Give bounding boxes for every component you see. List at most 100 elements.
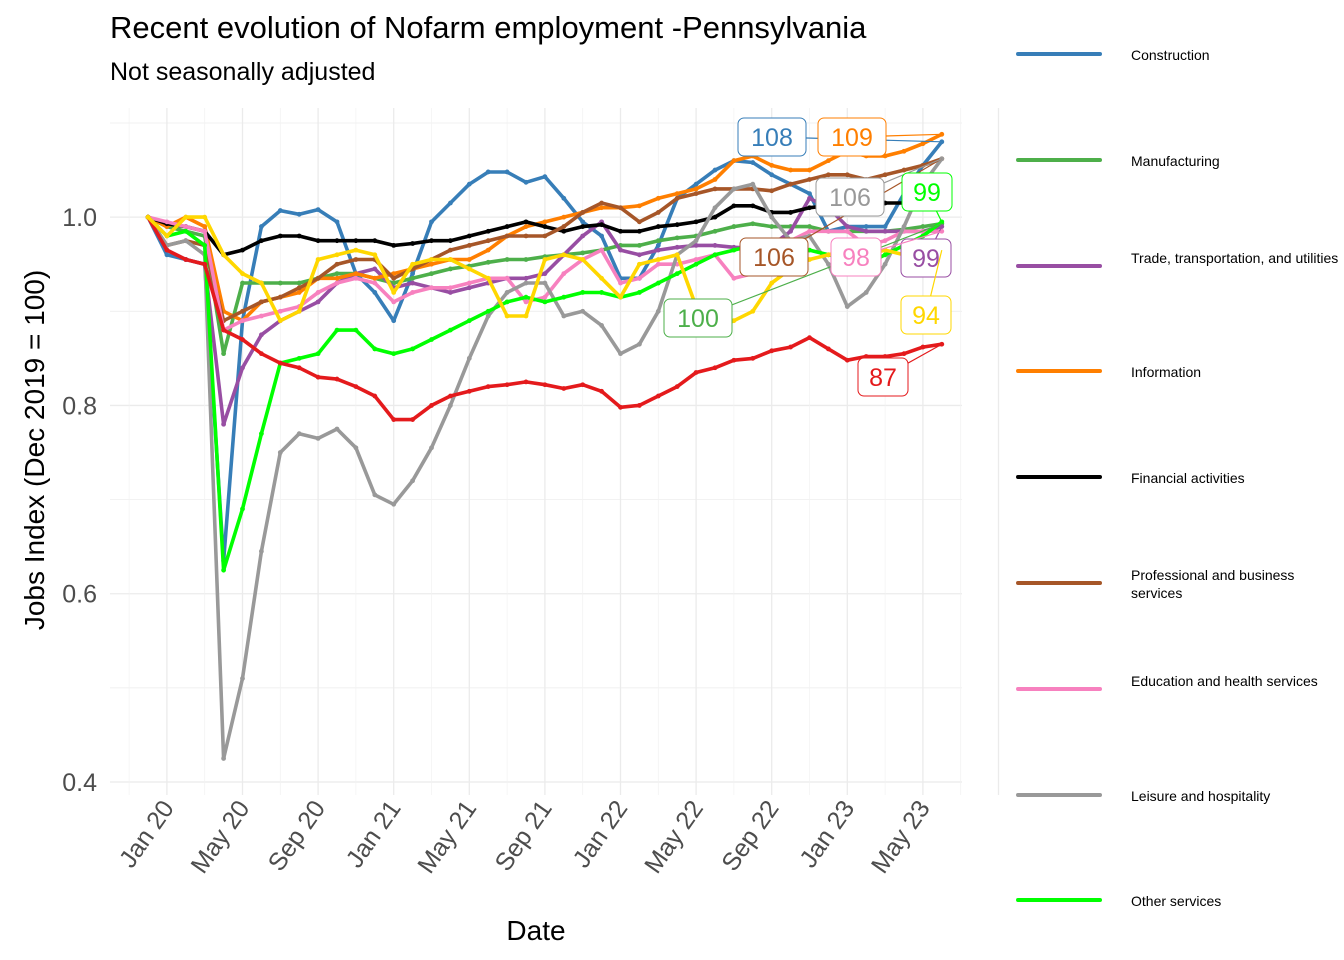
y-axis-title: Jobs Index (Dec 2019 = 100): [19, 270, 50, 630]
data-point: [712, 214, 718, 220]
data-point: [637, 252, 642, 258]
data-point: [429, 403, 434, 408]
legend-label: Financial activities: [1131, 470, 1245, 487]
data-point: [410, 478, 415, 484]
data-point: [259, 431, 264, 437]
legend-swatch: [1016, 475, 1102, 480]
data-point: [580, 308, 586, 314]
data-point: [296, 211, 302, 217]
data-point: [240, 318, 245, 324]
data-point: [788, 167, 793, 173]
data-point: [655, 238, 661, 244]
data-point: [353, 247, 359, 253]
data-point: [523, 224, 529, 229]
data-point: [637, 228, 642, 234]
data-point: [655, 242, 661, 248]
data-point: [542, 382, 548, 388]
data-point: [429, 261, 434, 267]
data-point: [504, 299, 510, 305]
legend-item: Trade, transportation, and utilities: [1010, 236, 1344, 296]
data-point: [750, 308, 756, 314]
data-point: [315, 299, 321, 305]
data-point: [599, 200, 604, 206]
data-point: [183, 214, 189, 220]
data-point: [882, 261, 888, 267]
data-point: [788, 344, 793, 350]
data-point: [372, 492, 378, 498]
data-point: [221, 327, 227, 333]
data-point: [240, 506, 245, 512]
data-point: [807, 177, 812, 182]
data-point: [618, 351, 623, 357]
end-label-box: [900, 238, 952, 278]
legend-swatch: [1016, 52, 1102, 56]
data-point: [542, 174, 548, 180]
data-point: [296, 280, 302, 286]
data-point: [429, 219, 434, 225]
x-tick-label: Sep 22: [716, 795, 784, 876]
data-point: [561, 228, 567, 234]
data-point: [240, 365, 245, 371]
data-point: [277, 450, 283, 455]
data-point: [277, 233, 283, 239]
data-point: [580, 382, 586, 388]
data-point: [466, 388, 472, 394]
data-point: [637, 403, 642, 408]
data-point: [637, 203, 642, 209]
data-point: [826, 172, 831, 178]
data-point: [561, 294, 567, 300]
data-point: [655, 261, 661, 267]
data-point: [504, 275, 510, 281]
data-point: [637, 341, 642, 347]
data-point: [259, 548, 264, 554]
data-point: [826, 228, 831, 234]
data-point: [731, 357, 737, 363]
data-point: [240, 308, 245, 314]
data-point: [448, 290, 453, 295]
data-point: [637, 242, 642, 248]
end-label: 98: [842, 244, 870, 272]
data-point: [882, 252, 888, 258]
data-point: [750, 355, 756, 361]
x-tick-label: Jan 21: [341, 795, 407, 873]
data-point: [410, 290, 415, 295]
data-point: [561, 271, 567, 277]
data-point: [844, 304, 850, 309]
data-point: [863, 228, 869, 234]
x-tick-label: Sep 20: [263, 795, 331, 876]
data-point: [315, 290, 321, 295]
data-point: [259, 332, 264, 338]
data-point: [296, 308, 302, 314]
end-label: 100: [677, 305, 719, 333]
data-point: [769, 348, 775, 354]
data-point: [826, 252, 831, 258]
data-point: [277, 318, 283, 324]
data-point: [240, 337, 245, 342]
data-point: [315, 374, 321, 380]
data-point: [731, 318, 737, 324]
data-point: [466, 242, 472, 248]
data-point: [277, 360, 283, 366]
data-point: [599, 205, 604, 211]
data-point: [655, 247, 661, 253]
series-lines: [145, 131, 945, 761]
data-point: [334, 261, 340, 267]
data-point: [769, 162, 775, 168]
data-point: [372, 393, 378, 399]
data-point: [618, 228, 623, 234]
x-tick-label: Sep 21: [489, 795, 557, 876]
data-point: [259, 299, 264, 305]
data-point: [901, 351, 907, 357]
data-point: [466, 285, 472, 291]
data-point: [315, 238, 321, 244]
data-point: [637, 261, 642, 267]
data-point: [542, 280, 548, 286]
data-point: [296, 285, 302, 291]
data-point: [296, 431, 302, 437]
end-label-box: [900, 295, 952, 335]
data-point: [391, 417, 397, 422]
data-point: [466, 233, 472, 239]
data-point: [731, 158, 737, 164]
data-point: [372, 346, 378, 352]
data-point: [485, 238, 491, 244]
